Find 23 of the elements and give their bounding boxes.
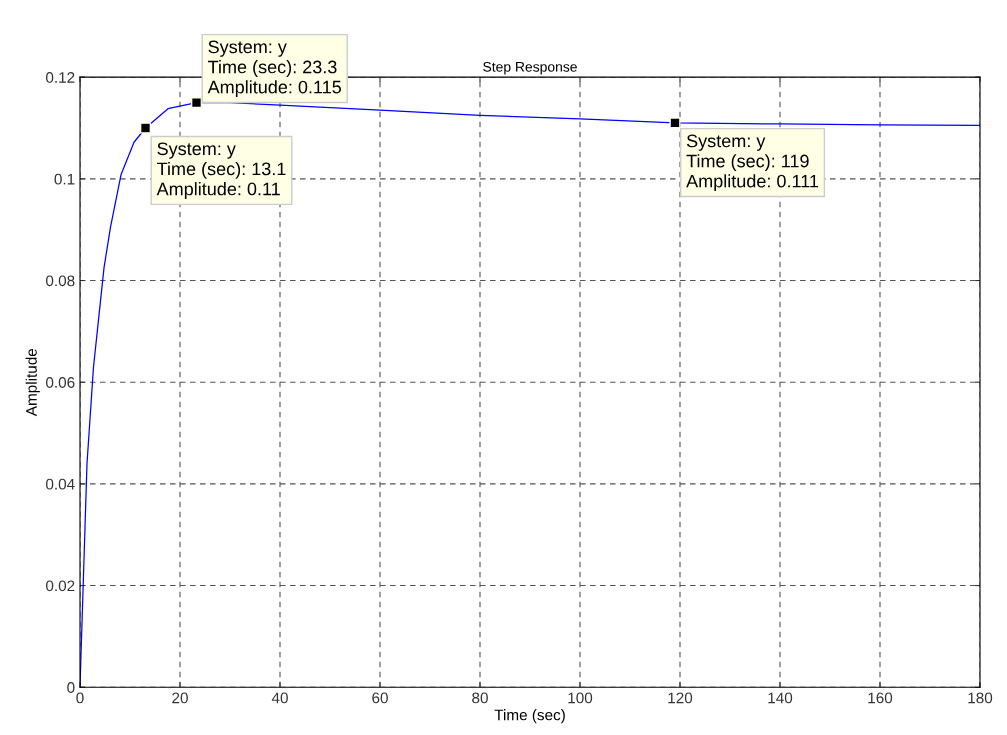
y-tick-label: 0.02 [46,580,75,592]
x-tick-label: 0 [76,692,84,704]
x-tick-label: 100 [568,692,593,704]
x-tick-label: 80 [472,692,488,704]
y-tick-label: 0.1 [54,173,75,185]
chart-title: Step Response [483,61,577,75]
x-tick-label: 20 [172,692,188,704]
x-tick-label: 120 [668,692,693,704]
y-axis-title: Amplitude [25,348,40,417]
x-tick-label: 40 [271,692,288,704]
annotation: System: y Time (sec): 13.1 Amplitude: 0.11 [156,142,286,199]
y-tick-label: 0.06 [46,377,75,388]
x-tick-label: 160 [868,692,893,704]
annotation: System: y Time (sec): 23.3 Amplitude: 0.115 [207,40,342,98]
y-tick-label: 0.12 [46,72,75,83]
y-tick-label: 0.08 [46,275,75,287]
y-tick-label: 0 [67,682,75,693]
x-tick-label: 60 [372,692,388,704]
annotation: System: y Time (sec): 119 Amplitude: 0.111 [686,134,819,192]
x-tick-label: 180 [968,692,993,704]
y-tick-label: 0.04 [46,478,75,490]
x-axis-title: Time (sec) [494,709,565,724]
x-tick-label: 140 [768,692,793,704]
